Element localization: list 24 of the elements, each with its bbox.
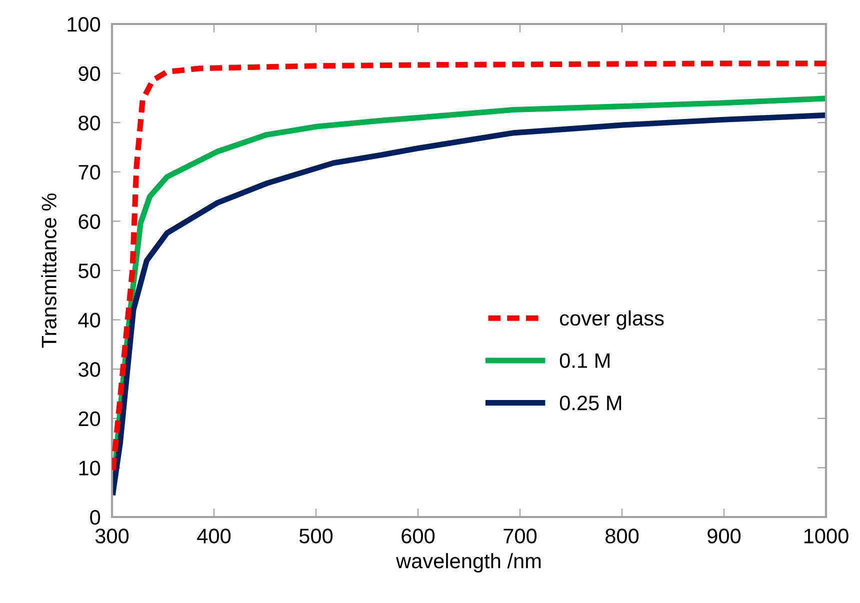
legend-label: 0.25 M	[560, 396, 622, 410]
legend-label: 0.1 M	[560, 353, 610, 368]
legend-label: cover glass	[560, 310, 664, 330]
x-tick-label: 500	[299, 528, 333, 544]
x-axis-title: wavelength /nm	[396, 553, 541, 573]
x-tick-label: 1000	[804, 528, 848, 544]
x-tick-label: 300	[95, 528, 129, 544]
y-tick-label: 70	[78, 164, 100, 180]
y-axis-title: Transmittance %	[41, 193, 56, 348]
y-tick-label: 100	[68, 17, 100, 32]
x-tick-label: 700	[504, 528, 537, 544]
y-tick-label: 80	[78, 116, 100, 130]
y-tick-label: 20	[78, 411, 100, 426]
x-tick-label: 400	[197, 528, 231, 544]
y-tick-label: 50	[78, 264, 100, 278]
x-tick-label: 600	[402, 528, 435, 544]
y-tick-label: 0	[90, 510, 100, 525]
x-tick-label: 900	[708, 528, 741, 544]
x-tick-label: 800	[606, 528, 639, 544]
y-tick-label: 60	[78, 214, 100, 229]
y-tick-label: 10	[79, 460, 100, 476]
y-tick-label: 30	[78, 362, 100, 377]
y-tick-label: 40	[78, 312, 100, 328]
y-tick-label: 90	[78, 66, 100, 82]
